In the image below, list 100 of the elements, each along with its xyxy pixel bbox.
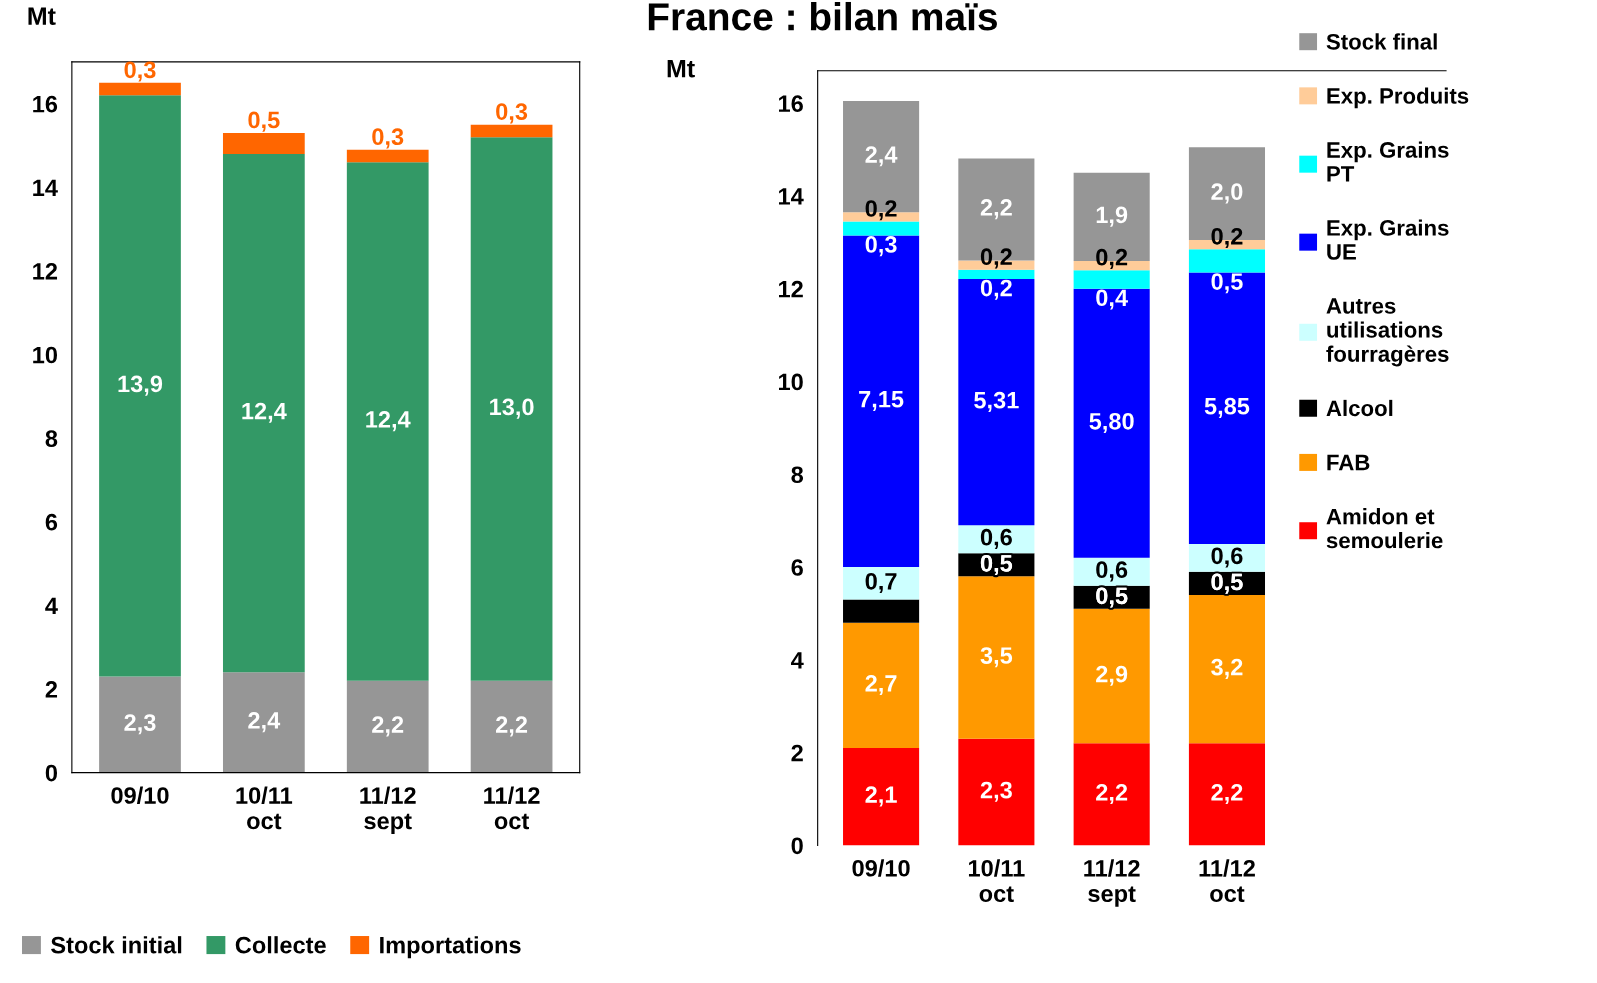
data-label: 1,9: [1096, 206, 1128, 227]
x-tick-label: 10/11 oct: [236, 786, 293, 830]
legend-label: Stock initial: [51, 936, 182, 954]
y-tick-label: 2: [791, 744, 803, 762]
data-label: 2,4: [248, 712, 281, 733]
data-label: 3,2: [1211, 658, 1243, 679]
data-label: 13,0: [490, 398, 534, 419]
data-label: 0,5: [1211, 273, 1243, 294]
chart-title: France : bilan maïs: [648, 1, 997, 31]
bar: [470, 680, 553, 773]
y-tick-label: 12: [33, 263, 58, 280]
bar: [1188, 743, 1266, 846]
y-tick-label: 14: [33, 179, 58, 196]
bar: [222, 153, 305, 673]
legend-label: Exp. Grains PT: [1327, 141, 1449, 182]
y-tick-label: 0: [45, 764, 58, 782]
y-tick-label: 16: [33, 95, 58, 113]
bar: [843, 747, 920, 846]
bar: [99, 82, 181, 96]
data-label: 0,5: [1096, 587, 1128, 608]
x-tick-label: 10/11 oct: [968, 859, 1025, 903]
data-label: 2,9: [1096, 665, 1128, 686]
y-tick-label: 10: [779, 373, 803, 391]
y-tick-label: 16: [779, 95, 803, 113]
bar: [843, 567, 920, 600]
x-tick-label: 11/12 oct: [484, 786, 540, 830]
data-label: 2,7: [865, 674, 897, 696]
y-axis-title: Mt: [667, 60, 695, 78]
bar: [222, 133, 305, 154]
y-tick-label: 0: [791, 837, 803, 855]
legend-label: FAB: [1327, 454, 1370, 471]
data-label: 0,4: [1096, 289, 1128, 310]
bar: [470, 137, 553, 681]
bar: [1188, 272, 1266, 544]
data-label: 2,2: [1211, 783, 1243, 805]
legend-label: Autres utilisations fourragères: [1326, 298, 1449, 367]
bar: [843, 235, 920, 568]
y-tick-label: 6: [45, 513, 58, 531]
data-label: 3,5: [980, 647, 1013, 668]
data-label: 2,2: [495, 716, 528, 737]
bar: [99, 95, 181, 677]
y-tick-label: 4: [791, 652, 804, 669]
data-label: 0,7: [865, 572, 897, 594]
data-label: 0,3: [124, 61, 156, 82]
bar: [470, 124, 553, 138]
legend-label: Amidon et semoulerie: [1326, 508, 1443, 549]
bar: [99, 676, 181, 773]
data-label: 5,85: [1204, 397, 1250, 418]
data-label: 2,2: [980, 199, 1012, 220]
y-tick-label: 2: [45, 681, 58, 698]
data-label: 5,80: [1089, 412, 1134, 434]
legend-label: Importations: [380, 936, 521, 959]
bar: [958, 738, 1035, 846]
data-label: 7,15: [859, 391, 904, 412]
bar: [346, 162, 429, 681]
y-tick-label: 10: [33, 346, 58, 364]
legend-label: Stock final: [1326, 33, 1437, 50]
data-label: 0,6: [1096, 561, 1128, 582]
data-label: 2,3: [980, 781, 1012, 802]
bar: [1073, 270, 1150, 289]
bar: [1073, 608, 1150, 744]
y-axis-title: Mt: [28, 7, 56, 25]
data-label: 2,4: [865, 146, 898, 167]
bar: [958, 269, 1035, 280]
data-label: 2,0: [1211, 183, 1243, 204]
bar: [843, 622, 920, 748]
data-label: 2,2: [1096, 783, 1128, 805]
data-label: 0,5: [1211, 573, 1243, 594]
data-label: 0,3: [496, 103, 528, 124]
bar: [843, 221, 920, 236]
y-tick-label: 8: [45, 430, 58, 447]
bar: [958, 279, 1035, 526]
data-label: 12,4: [242, 402, 287, 423]
y-tick-label: 6: [791, 559, 803, 576]
y-tick-label: 12: [779, 280, 803, 298]
bar: [1073, 743, 1150, 846]
x-tick-label: 11/12 oct: [1199, 859, 1255, 903]
y-tick-label: 4: [45, 597, 58, 614]
legend-label: Collecte: [235, 936, 326, 954]
data-label: 2,2: [372, 716, 404, 737]
data-label: 5,31: [974, 391, 1019, 412]
data-label: 0,5: [248, 111, 280, 132]
legend-label: Exp. Produits: [1327, 87, 1469, 109]
bar: [1188, 249, 1266, 273]
y-tick-label: 8: [791, 466, 804, 484]
bar: [346, 680, 429, 773]
data-label: 0,3: [372, 128, 404, 149]
x-tick-label: 09/10: [852, 859, 910, 877]
legend-label: Alcool: [1326, 399, 1393, 417]
x-tick-label: 11/12 sept: [360, 786, 416, 834]
bar: [222, 672, 305, 773]
data-label: 0,6: [1211, 547, 1243, 568]
bar: [958, 525, 1035, 554]
data-label: 2,3: [124, 714, 156, 735]
data-label: 13,9: [118, 375, 163, 396]
bar: [958, 576, 1035, 739]
data-label: 0,6: [980, 528, 1012, 550]
data-label: 0,3: [865, 236, 897, 257]
x-tick-label: 09/10: [111, 786, 169, 805]
bar: [1188, 594, 1266, 744]
